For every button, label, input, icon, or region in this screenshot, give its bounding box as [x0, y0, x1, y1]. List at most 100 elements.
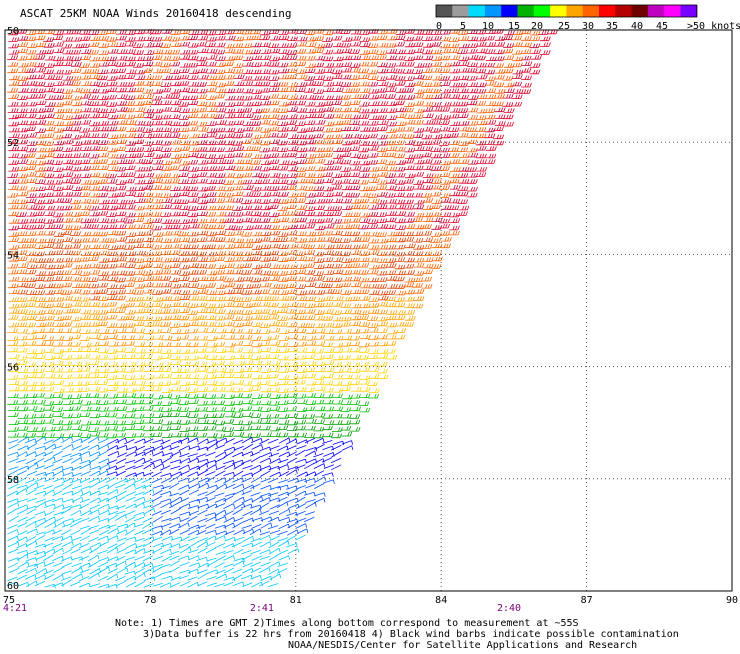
wind-barb [304, 68, 316, 73]
wind-barb [250, 451, 261, 457]
wind-barb [71, 95, 82, 101]
wind-barb [169, 475, 180, 483]
wind-barb [187, 453, 198, 457]
wind-barb [152, 555, 164, 561]
wind-barb [125, 348, 136, 353]
wind-barb [97, 210, 109, 216]
wind-barb [332, 393, 343, 398]
wind-barb [43, 133, 55, 138]
wind-barb [160, 289, 172, 294]
wind-barb [8, 121, 20, 127]
wind-barb [97, 557, 110, 562]
wind-barb [152, 582, 163, 587]
map-title: ASCAT 25KM NOAA Winds 20160418 descendin… [20, 7, 292, 20]
wind-barb [421, 193, 432, 198]
wind-barb [159, 529, 172, 536]
wind-barb [332, 62, 344, 68]
wind-barb [241, 451, 254, 456]
wind-barb [8, 237, 20, 242]
wind-barb [152, 89, 164, 94]
wind-barb [413, 289, 425, 294]
wind-barb [449, 107, 461, 113]
wind-barb [35, 147, 47, 153]
wind-barb [412, 192, 423, 198]
wind-barb [395, 121, 407, 126]
wind-barb [350, 114, 361, 120]
wind-barb [431, 251, 442, 256]
wind-barb [88, 30, 100, 35]
wind-barb [43, 159, 55, 165]
wind-barb [25, 419, 37, 425]
wind-barb [277, 432, 289, 438]
wind-barb [16, 543, 28, 549]
wind-barb [61, 133, 73, 139]
wind-barb [340, 413, 352, 419]
wind-barb [313, 348, 325, 354]
wind-barb [61, 453, 72, 458]
wind-barb [160, 82, 172, 87]
wind-barb [403, 231, 414, 237]
wind-barb [97, 362, 109, 367]
wind-barb [188, 152, 199, 158]
wind-barb [116, 107, 128, 112]
wind-barb [214, 309, 226, 314]
wind-barb [341, 270, 353, 275]
wind-barb [286, 457, 298, 464]
wind-barb [341, 445, 354, 451]
wind-barb [278, 329, 290, 334]
wind-barb [206, 75, 218, 81]
wind-barb [150, 458, 163, 464]
wind-barb [241, 321, 253, 327]
wind-barb [196, 140, 208, 145]
wind-barb [53, 388, 65, 393]
wind-barb [78, 451, 91, 457]
wind-barb [287, 367, 299, 372]
wind-barb [332, 427, 343, 432]
wind-barb [117, 120, 128, 125]
wind-barb [296, 29, 308, 34]
wind-barb [79, 366, 91, 372]
wind-barb [349, 185, 361, 191]
wind-barb [260, 400, 272, 406]
wind-barb [313, 470, 325, 477]
wind-barb [61, 579, 72, 587]
wind-barb [35, 179, 46, 184]
wind-barb [44, 264, 56, 270]
wind-barb [277, 232, 289, 237]
wind-barb [260, 387, 272, 393]
wind-barb [97, 321, 108, 327]
wind-barb [152, 127, 164, 132]
wind-barb [232, 340, 244, 346]
wind-barb [323, 87, 334, 92]
wind-barb [35, 114, 47, 120]
time-label: 2:40 [497, 603, 521, 614]
wind-barb [62, 400, 74, 405]
wind-barb [134, 544, 146, 549]
wind-barb [151, 477, 162, 484]
wind-barb [71, 472, 82, 477]
wind-barb [304, 76, 316, 81]
wind-barb [422, 237, 434, 242]
wind-barb [72, 283, 83, 288]
wind-barb [314, 205, 325, 210]
wind-barb [242, 166, 254, 171]
wind-barb [214, 477, 227, 483]
wind-barb [26, 505, 37, 510]
wind-barb [395, 160, 407, 165]
wind-barb [71, 496, 84, 503]
wind-barb [341, 88, 353, 93]
wind-barb [206, 276, 217, 282]
wind-barb [124, 238, 136, 244]
wind-barb [233, 463, 244, 470]
wind-barb [223, 543, 235, 549]
wind-barb [196, 453, 207, 458]
wind-barb [259, 354, 271, 360]
wind-barb [350, 67, 361, 73]
wind-barb [62, 115, 74, 120]
wind-barb [413, 89, 425, 94]
wind-barb [142, 271, 154, 276]
wind-barb [250, 329, 261, 334]
wind-barb [305, 237, 317, 243]
wind-barb [151, 192, 163, 198]
wind-barb [187, 206, 199, 211]
